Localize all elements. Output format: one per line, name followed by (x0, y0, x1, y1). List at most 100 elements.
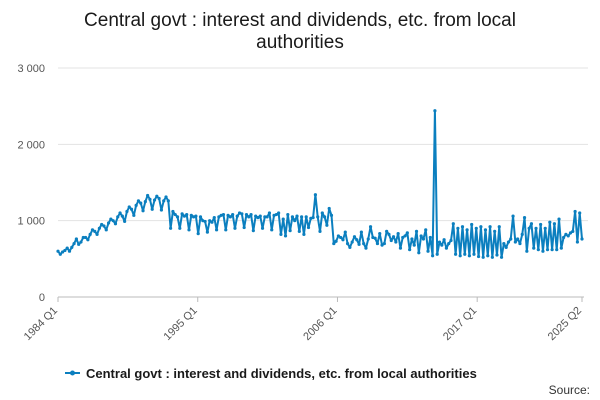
data-point[interactable] (444, 246, 448, 250)
data-point[interactable] (93, 229, 97, 233)
data-point[interactable] (221, 212, 226, 217)
data-point[interactable] (61, 250, 65, 254)
data-point[interactable] (247, 215, 251, 219)
data-point[interactable] (557, 217, 561, 221)
data-point[interactable] (194, 214, 198, 218)
data-point[interactable] (437, 240, 442, 244)
data-point[interactable] (58, 252, 62, 256)
data-point[interactable] (83, 235, 88, 240)
legend[interactable]: Central govt : interest and dividends, e… (65, 366, 477, 381)
data-point[interactable] (185, 212, 189, 217)
data-point[interactable] (447, 241, 451, 246)
data-point[interactable] (486, 254, 490, 258)
data-point[interactable] (70, 245, 74, 249)
data-point[interactable] (198, 215, 203, 219)
data-point[interactable] (111, 219, 115, 223)
data-point[interactable] (265, 215, 269, 219)
data-point[interactable] (258, 214, 262, 218)
data-point[interactable] (210, 220, 214, 224)
data-point[interactable] (451, 222, 455, 226)
data-point[interactable] (465, 228, 469, 232)
data-point[interactable] (325, 223, 329, 227)
data-point[interactable] (417, 251, 421, 255)
data-point[interactable] (104, 228, 108, 232)
data-point[interactable] (329, 213, 334, 217)
data-point[interactable] (564, 232, 568, 237)
data-point[interactable] (541, 249, 545, 253)
data-point[interactable] (578, 211, 582, 215)
data-point[interactable] (380, 243, 384, 247)
data-point[interactable] (343, 230, 347, 234)
data-point[interactable] (449, 238, 453, 243)
data-point[interactable] (72, 241, 76, 246)
data-point[interactable] (529, 222, 534, 226)
data-point[interactable] (543, 226, 547, 230)
data-point[interactable] (143, 199, 147, 204)
data-point[interactable] (164, 195, 168, 199)
data-point[interactable] (352, 235, 357, 239)
data-point[interactable] (162, 199, 166, 203)
data-point[interactable] (139, 201, 143, 205)
data-point[interactable] (456, 226, 460, 230)
data-point[interactable] (56, 249, 60, 253)
data-point[interactable] (113, 222, 118, 226)
data-point[interactable] (79, 240, 83, 244)
data-point[interactable] (240, 212, 244, 216)
source-label[interactable]: Source: (549, 383, 590, 397)
data-point[interactable] (169, 226, 173, 230)
data-point[interactable] (171, 209, 175, 214)
data-point[interactable] (550, 248, 554, 252)
data-point[interactable] (155, 194, 159, 198)
data-point[interactable] (398, 246, 403, 250)
data-point[interactable] (548, 220, 552, 224)
data-point[interactable] (472, 252, 476, 256)
data-point[interactable] (316, 215, 320, 219)
data-point[interactable] (470, 222, 474, 227)
data-point[interactable] (476, 254, 481, 259)
data-point[interactable] (497, 225, 501, 229)
data-point[interactable] (539, 222, 543, 227)
data-point[interactable] (256, 216, 260, 220)
data-point[interactable] (513, 240, 517, 244)
data-point[interactable] (366, 237, 370, 241)
data-point[interactable] (336, 234, 340, 238)
data-point[interactable] (260, 226, 265, 230)
data-point[interactable] (373, 236, 377, 240)
data-point[interactable] (412, 243, 416, 247)
data-point[interactable] (378, 232, 382, 236)
data-point[interactable] (187, 228, 191, 232)
data-point[interactable] (536, 248, 540, 252)
data-point[interactable] (431, 254, 435, 258)
data-point[interactable] (175, 215, 180, 219)
data-point[interactable] (575, 240, 580, 244)
data-point[interactable] (506, 240, 511, 244)
data-point[interactable] (552, 222, 557, 226)
data-point[interactable] (334, 239, 338, 243)
data-point[interactable] (180, 212, 184, 216)
data-point[interactable] (522, 216, 527, 220)
data-point[interactable] (217, 215, 221, 219)
data-point[interactable] (297, 229, 301, 233)
data-point[interactable] (279, 232, 283, 237)
data-point[interactable] (224, 228, 228, 232)
data-point[interactable] (235, 214, 239, 218)
data-point[interactable] (141, 209, 145, 213)
data-point[interactable] (290, 215, 295, 219)
data-point[interactable] (118, 211, 122, 215)
data-point[interactable] (460, 225, 465, 229)
data-point[interactable] (159, 208, 164, 212)
data-point[interactable] (375, 241, 380, 246)
data-point[interactable] (293, 219, 297, 223)
data-point[interactable] (362, 241, 366, 246)
data-point[interactable] (387, 232, 391, 237)
data-point[interactable] (421, 237, 426, 241)
data-point[interactable] (435, 252, 439, 256)
data-point[interactable] (123, 219, 127, 224)
data-point[interactable] (274, 212, 278, 217)
data-point[interactable] (127, 205, 131, 209)
data-point[interactable] (267, 211, 272, 215)
data-point[interactable] (405, 231, 409, 235)
data-point[interactable] (283, 234, 288, 238)
data-point[interactable] (244, 212, 249, 217)
data-point[interactable] (401, 235, 405, 240)
